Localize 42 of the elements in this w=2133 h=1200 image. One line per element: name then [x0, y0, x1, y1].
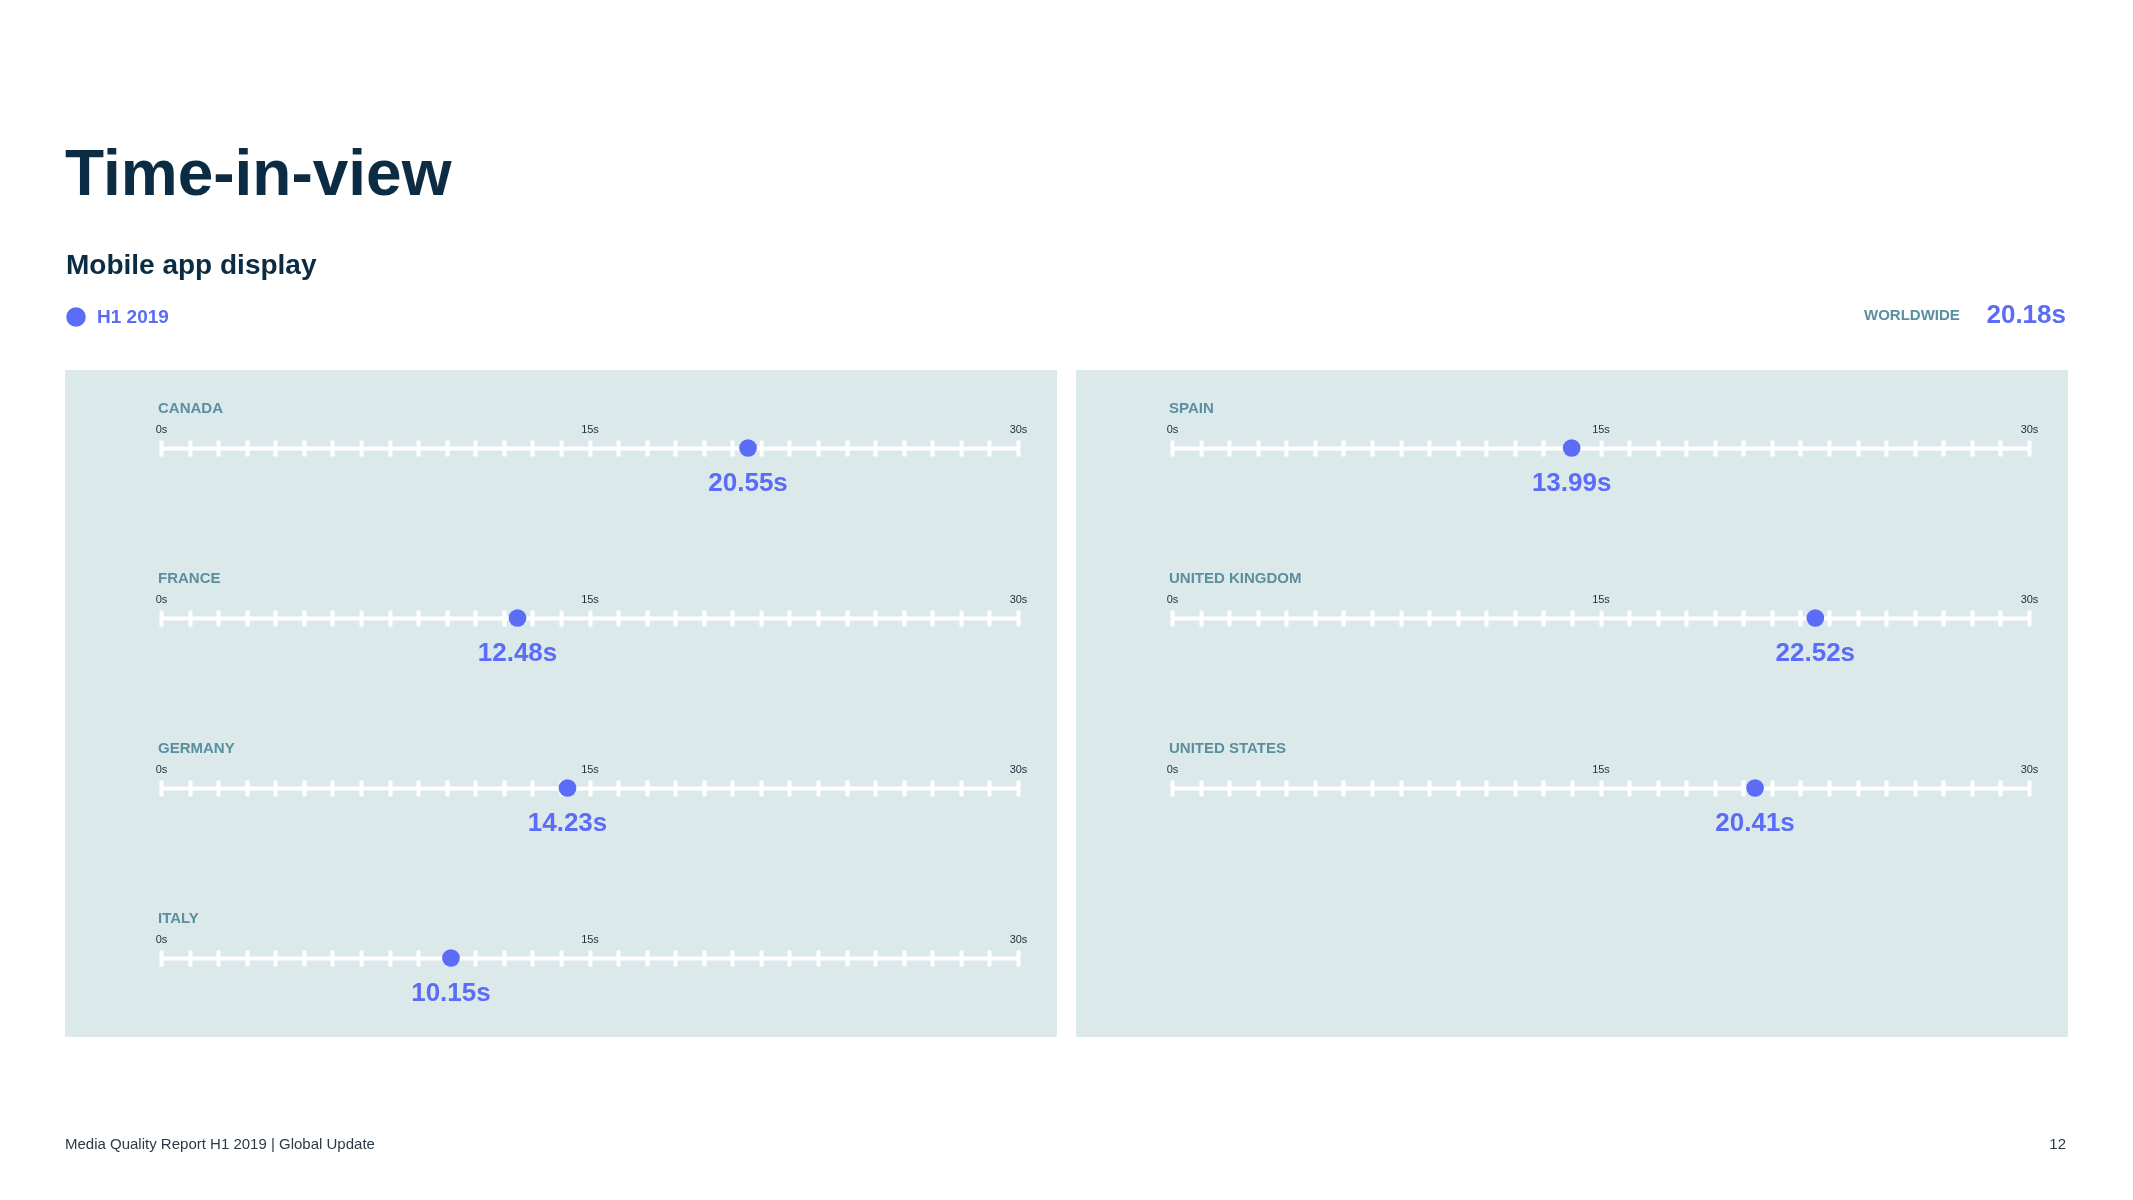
- x-tick-label: 0s: [155, 592, 168, 605]
- x-tick-label: 15s: [1592, 762, 1611, 775]
- x-tick-label: 0s: [1166, 762, 1179, 775]
- x-tick-label: 30s: [2020, 422, 2039, 435]
- y-tick-label: CANADA: [158, 399, 224, 416]
- x-tick-label: 15s: [581, 762, 600, 775]
- x-tick-label: 15s: [1592, 592, 1611, 605]
- x-tick-label: 15s: [581, 932, 600, 945]
- x-tick-label: 30s: [1009, 762, 1028, 775]
- chart-title: Time-in-view: [65, 137, 452, 209]
- x-tick-label: 0s: [155, 762, 168, 775]
- x-tick-label: 0s: [1166, 422, 1179, 435]
- y-tick-label: SPAIN: [1169, 399, 1214, 416]
- x-tick-label: 15s: [581, 592, 600, 605]
- y-tick-label: FRANCE: [158, 569, 221, 586]
- x-tick-label: 30s: [1009, 422, 1028, 435]
- y-tick-label: UNITED STATES: [1169, 739, 1286, 756]
- y-tick-label: GERMANY: [158, 739, 235, 756]
- x-tick-label: 30s: [1009, 592, 1028, 605]
- x-tick-label: 15s: [1592, 422, 1611, 435]
- text: 12: [2049, 1135, 2066, 1152]
- data-label: 22.52s: [1775, 637, 1856, 667]
- y-tick-label: UNITED KINGDOM: [1169, 569, 1302, 586]
- chart-subtitle: Mobile app display: [66, 249, 317, 280]
- x-tick-label: 15s: [581, 422, 600, 435]
- y-tick-label: ITALY: [158, 909, 199, 926]
- x-tick-label: 0s: [1166, 592, 1179, 605]
- text: Media Quality Report H1 2019 | Global Update: [65, 1135, 375, 1152]
- data-label: 13.99s: [1531, 467, 1612, 497]
- text: 20.18s: [1986, 299, 2066, 329]
- data-label: 20.41s: [1715, 807, 1795, 837]
- data-label: 20.55s: [708, 467, 788, 497]
- x-tick-label: 30s: [2020, 592, 2039, 605]
- data-label: 12.48s: [477, 637, 558, 667]
- x-tick-label: 30s: [1009, 932, 1028, 945]
- data-label: 14.23s: [527, 807, 608, 837]
- x-tick-label: 0s: [155, 932, 168, 945]
- data-label: 10.15s: [411, 977, 491, 1007]
- x-tick-label: 0s: [155, 422, 168, 435]
- x-tick-label: 30s: [2020, 762, 2039, 775]
- legend-label: H1 2019: [97, 306, 169, 327]
- text: WORLDWIDE: [1864, 306, 1960, 323]
